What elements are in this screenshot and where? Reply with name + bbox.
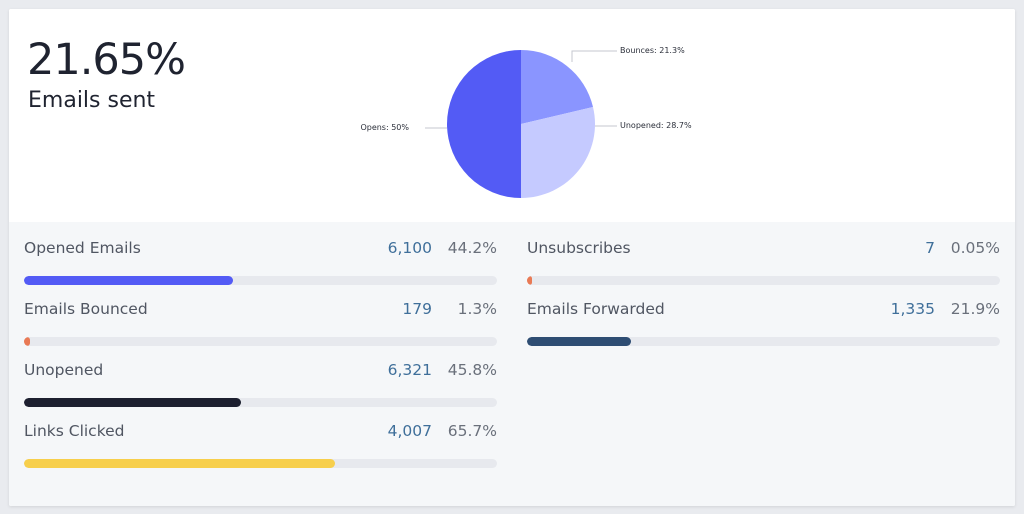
stat-count: 179 <box>402 300 432 318</box>
stat-percent: 65.7% <box>447 422 497 440</box>
summary-label: Emails sent <box>28 88 156 113</box>
stat-percent: 1.3% <box>457 300 497 318</box>
stat-percent: 45.8% <box>447 361 497 379</box>
progress-track <box>24 398 497 407</box>
pie-slice <box>447 50 521 198</box>
stat-count: 6,100 <box>387 239 432 257</box>
progress-fill <box>24 459 335 468</box>
stat-percent: 0.05% <box>950 239 1000 257</box>
progress-track <box>527 337 1000 346</box>
email-stats-card: 21.65% Emails sent Bounces: 21.3% Unopene… <box>9 9 1015 506</box>
pie-slice <box>521 106 595 198</box>
stat-label: Links Clicked <box>24 422 125 440</box>
progress-fill <box>24 276 233 285</box>
pie-slice-label: Unopened: 28.7% <box>620 121 692 130</box>
progress-track <box>24 337 497 346</box>
pie-slice-label: Opens: 50% <box>360 123 409 132</box>
stats-section: Opened Emails 6,100 44.2% Emails Bounced… <box>9 222 1015 506</box>
stat-opened-emails: Opened Emails 6,100 44.2% <box>24 222 497 285</box>
progress-track <box>527 276 1000 285</box>
stat-links-clicked: Links Clicked 4,007 65.7% <box>24 405 497 468</box>
stat-emails-forwarded: Emails Forwarded 1,335 21.9% <box>527 283 1000 346</box>
progress-fill <box>527 276 532 285</box>
stat-count: 6,321 <box>387 361 432 379</box>
stat-unsubscribes: Unsubscribes 7 0.05% <box>527 222 1000 285</box>
stat-emails-bounced: Emails Bounced 179 1.3% <box>24 283 497 346</box>
pie-leader-line <box>571 50 617 62</box>
progress-track <box>24 276 497 285</box>
stat-unopened: Unopened 6,321 45.8% <box>24 344 497 407</box>
stat-count: 7 <box>925 239 935 257</box>
stat-label: Unopened <box>24 361 104 379</box>
stat-count: 1,335 <box>890 300 935 318</box>
stat-label: Emails Forwarded <box>527 300 665 318</box>
stat-percent: 21.9% <box>950 300 1000 318</box>
progress-fill <box>24 398 241 407</box>
summary-value: 21.65% <box>27 35 186 85</box>
progress-fill <box>24 337 30 346</box>
progress-fill <box>527 337 631 346</box>
stat-label: Emails Bounced <box>24 300 148 318</box>
pie-slice <box>521 50 594 124</box>
pie-slice-label: Bounces: 21.3% <box>620 46 685 55</box>
pie-chart: Bounces: 21.3% Unopened: 28.7% Opens: 50% <box>309 24 729 214</box>
pie-chart-svg: Bounces: 21.3% Unopened: 28.7% Opens: 50% <box>360 46 692 198</box>
stat-count: 4,007 <box>387 422 432 440</box>
summary-section: 21.65% Emails sent Bounces: 21.3% Unopene… <box>9 9 1015 222</box>
stat-label: Opened Emails <box>24 239 141 257</box>
stat-percent: 44.2% <box>447 239 497 257</box>
progress-track <box>24 459 497 468</box>
stat-label: Unsubscribes <box>527 239 631 257</box>
